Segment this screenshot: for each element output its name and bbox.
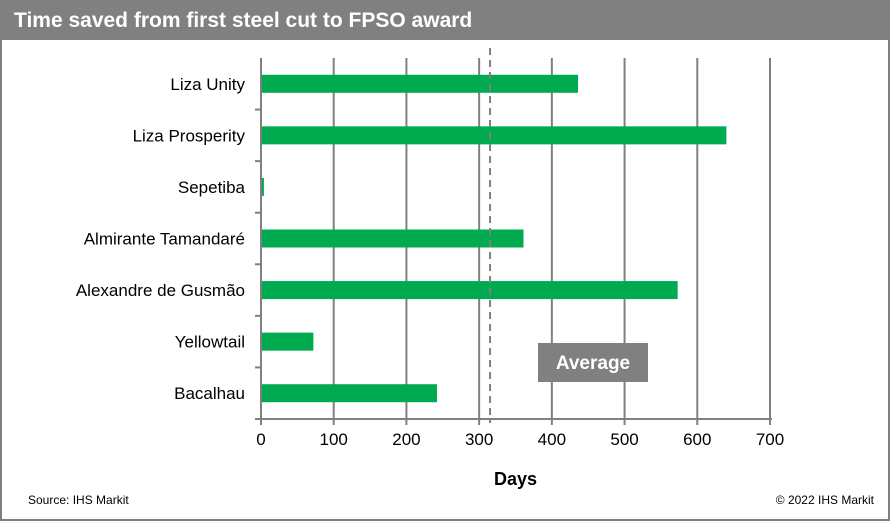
y-category-label: Alexandre de Gusmão [76, 281, 245, 300]
bar-alexandre-de-gusm-o [262, 281, 678, 300]
x-axis-title: Days [494, 469, 537, 489]
x-tick-label: 200 [392, 430, 420, 449]
y-category-label: Sepetiba [178, 178, 246, 197]
bar-bacalhau [262, 384, 437, 403]
x-tick-label: 400 [538, 430, 566, 449]
copyright-note: © 2022 IHS Markit [775, 493, 874, 507]
bar-yellowtail [262, 332, 314, 351]
x-tick-label: 600 [683, 430, 711, 449]
bar-almirante-tamandar- [262, 229, 524, 248]
average-label-box [538, 343, 648, 382]
x-tick-label: 300 [465, 430, 493, 449]
bar-sepetiba [262, 177, 264, 196]
bar-liza-prosperity [262, 126, 727, 145]
average-label: Average [556, 353, 630, 374]
y-category-label: Bacalhau [174, 384, 245, 403]
chart-title: Time saved from first steel cut to FPSO … [2, 2, 888, 40]
x-tick-label: 100 [320, 430, 348, 449]
source-note: Source: IHS Markit [28, 493, 129, 507]
x-tick-label: 700 [756, 430, 784, 449]
bar-liza-unity [262, 74, 579, 93]
y-category-label: Liza Prosperity [133, 126, 246, 145]
x-tick-label: 0 [256, 430, 265, 449]
y-category-label: Almirante Tamandaré [84, 230, 245, 249]
y-category-label: Yellowtail [175, 333, 245, 352]
y-category-label: Liza Unity [170, 75, 245, 94]
x-tick-label: 500 [610, 430, 638, 449]
